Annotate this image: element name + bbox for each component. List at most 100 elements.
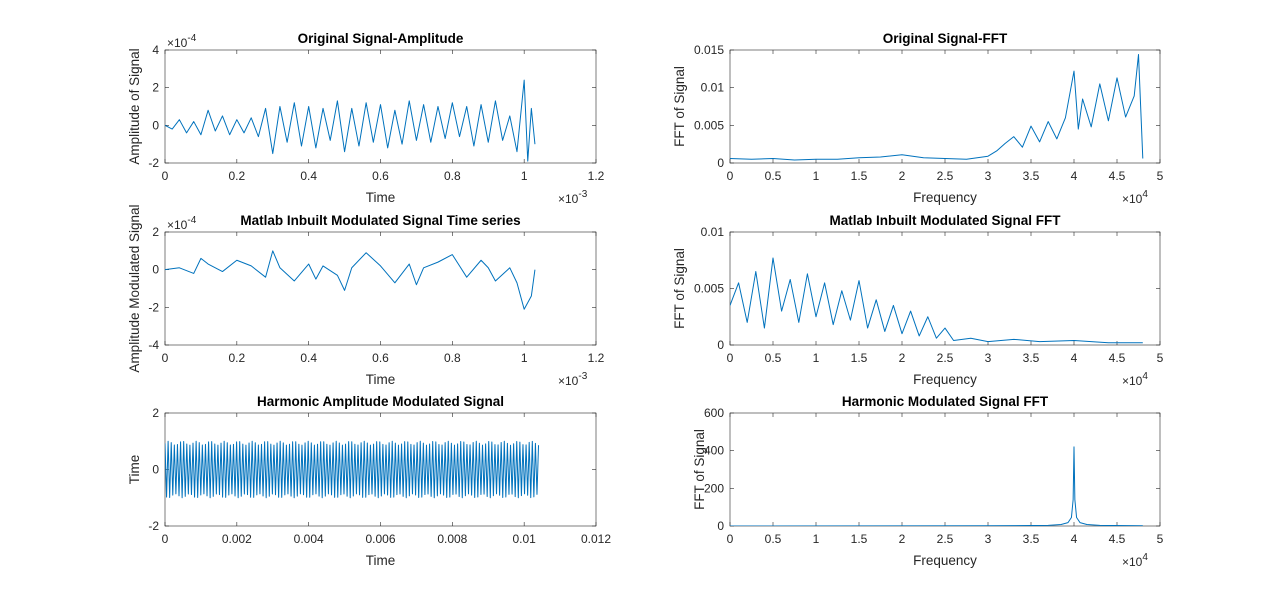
x-axis-label: Frequency — [913, 190, 977, 205]
x-tick-label: 4.5 — [1109, 169, 1126, 183]
x-axis-exponent: ×10-3 — [558, 371, 588, 388]
x-axis-exponent: ×104 — [1122, 371, 1148, 388]
y-tick-label: 0 — [717, 519, 724, 533]
x-tick-label: 1 — [521, 169, 528, 183]
x-tick-label: 4.5 — [1109, 351, 1126, 365]
x-tick-label: 0.4 — [300, 351, 317, 365]
x-tick-label: 3 — [985, 169, 992, 183]
x-axis-exponent: ×104 — [1122, 189, 1148, 206]
y-tick-label: 400 — [704, 444, 724, 458]
x-tick-label: 1.5 — [851, 532, 868, 546]
x-tick-label: 2 — [899, 351, 906, 365]
x-tick-label: 5 — [1157, 169, 1164, 183]
x-tick-label: 0.2 — [228, 169, 245, 183]
y-tick-label: 0 — [152, 463, 159, 477]
x-tick-label: 1 — [521, 351, 528, 365]
subplot-p5: 0 0.002 0.004 0.006 0.008 0.01 0.012-202Harmon… — [127, 394, 611, 568]
x-tick-label: 3.5 — [1023, 169, 1040, 183]
subplot-title: Original Signal-FFT — [883, 31, 1008, 46]
y-axis-label: FFT of Signal — [692, 429, 707, 510]
x-tick-label: 0.5 — [765, 532, 782, 546]
subplot-p6: 0 0.5 1 1.5 2 2.5 3 3.5 4 4.5 5 0 200 400 600 Harmonic … — [692, 394, 1164, 569]
y-tick-label: 600 — [704, 406, 724, 420]
y-tick-label: -2 — [148, 300, 159, 314]
x-tick-label: 3 — [985, 351, 992, 365]
x-tick-label: 0.004 — [294, 532, 324, 546]
x-tick-label: 1.2 — [588, 169, 605, 183]
axes-box — [729, 49, 1161, 164]
x-tick-label: 0.008 — [437, 532, 467, 546]
x-tick-label: 0 — [727, 532, 734, 546]
subplot-title: Harmonic Amplitude Modulated Signal — [257, 394, 504, 409]
x-tick-label: 3.5 — [1023, 351, 1040, 365]
x-axis-exponent: ×10-3 — [558, 189, 588, 206]
x-tick-label: 0 — [162, 169, 169, 183]
x-tick-label: 3.5 — [1023, 532, 1040, 546]
subplot-p2: 0 0.5 1 1.5 2 2.5 3 3.5 4 4.5 5 0 0.005 0.01 0.015 Orig… — [672, 31, 1164, 206]
x-axis-exponent: ×104 — [1122, 552, 1148, 569]
y-tick-label: 0 — [152, 263, 159, 277]
y-tick-label: 0.005 — [694, 282, 724, 296]
x-tick-label: 2.5 — [937, 351, 954, 365]
x-tick-label: 0 — [727, 351, 734, 365]
series-line — [165, 440, 540, 499]
series-group — [730, 257, 1143, 344]
x-tick-label: 1.2 — [588, 351, 605, 365]
x-tick-label: 0.4 — [300, 169, 317, 183]
x-tick-label: 0.8 — [444, 351, 461, 365]
series-line — [730, 446, 1143, 526]
y-tick-label: 2 — [152, 406, 159, 420]
y-axis-label: FFT of Signal — [672, 248, 687, 329]
y-axis-label: Time — [127, 455, 142, 485]
x-tick-label: 0 — [162, 351, 169, 365]
x-tick-label: 2 — [899, 532, 906, 546]
x-axis-label: Time — [366, 190, 396, 205]
x-tick-label: 0.5 — [765, 351, 782, 365]
axes-box — [729, 231, 1161, 346]
series-group — [165, 79, 536, 162]
y-axis-exponent: ×10-4 — [167, 215, 197, 232]
x-tick-label: 0.01 — [512, 532, 536, 546]
subplot-title: Harmonic Modulated Signal FFT — [842, 394, 1049, 409]
x-tick-label: 1.5 — [851, 169, 868, 183]
x-tick-label: 0 — [727, 169, 734, 183]
series-group — [165, 250, 536, 310]
y-axis-label: FFT of Signal — [672, 66, 687, 147]
y-tick-label: -4 — [148, 338, 159, 352]
x-tick-label: 0.6 — [372, 169, 389, 183]
y-tick-label: -2 — [148, 156, 159, 170]
x-axis-label: Frequency — [913, 553, 977, 568]
x-tick-label: 0.8 — [444, 169, 461, 183]
series-line — [730, 257, 1143, 344]
x-tick-label: 1 — [813, 169, 820, 183]
x-tick-label: 4.5 — [1109, 532, 1126, 546]
series-group — [730, 446, 1143, 526]
x-tick-label: 5 — [1157, 532, 1164, 546]
x-tick-label: 1 — [813, 532, 820, 546]
axes-box — [729, 412, 1161, 527]
y-tick-label: 0 — [152, 118, 159, 132]
y-tick-label: 4 — [152, 43, 159, 57]
series-line — [165, 79, 536, 162]
x-tick-label: 2.5 — [937, 169, 954, 183]
x-axis-label: Frequency — [913, 372, 977, 387]
x-axis-label: Time — [366, 553, 396, 568]
series-group — [165, 440, 540, 499]
y-tick-label: 200 — [704, 481, 724, 495]
y-tick-label: 0.005 — [694, 118, 724, 132]
x-tick-label: 0.002 — [222, 532, 252, 546]
y-tick-label: 0 — [717, 156, 724, 170]
x-axis-label: Time — [366, 372, 396, 387]
x-tick-label: 0.006 — [365, 532, 395, 546]
x-tick-label: 0.012 — [581, 532, 611, 546]
axes-box — [164, 231, 597, 346]
y-tick-label: 2 — [152, 81, 159, 95]
x-tick-label: 0.6 — [372, 351, 389, 365]
y-tick-label: 0.015 — [694, 43, 724, 57]
x-tick-label: 1.5 — [851, 351, 868, 365]
x-tick-label: 0.2 — [228, 351, 245, 365]
subplot-title: Matlab Inbuilt Modulated Signal FFT — [830, 213, 1062, 228]
y-axis-label: Amplitude of Signal — [127, 48, 142, 164]
x-tick-label: 2.5 — [937, 532, 954, 546]
